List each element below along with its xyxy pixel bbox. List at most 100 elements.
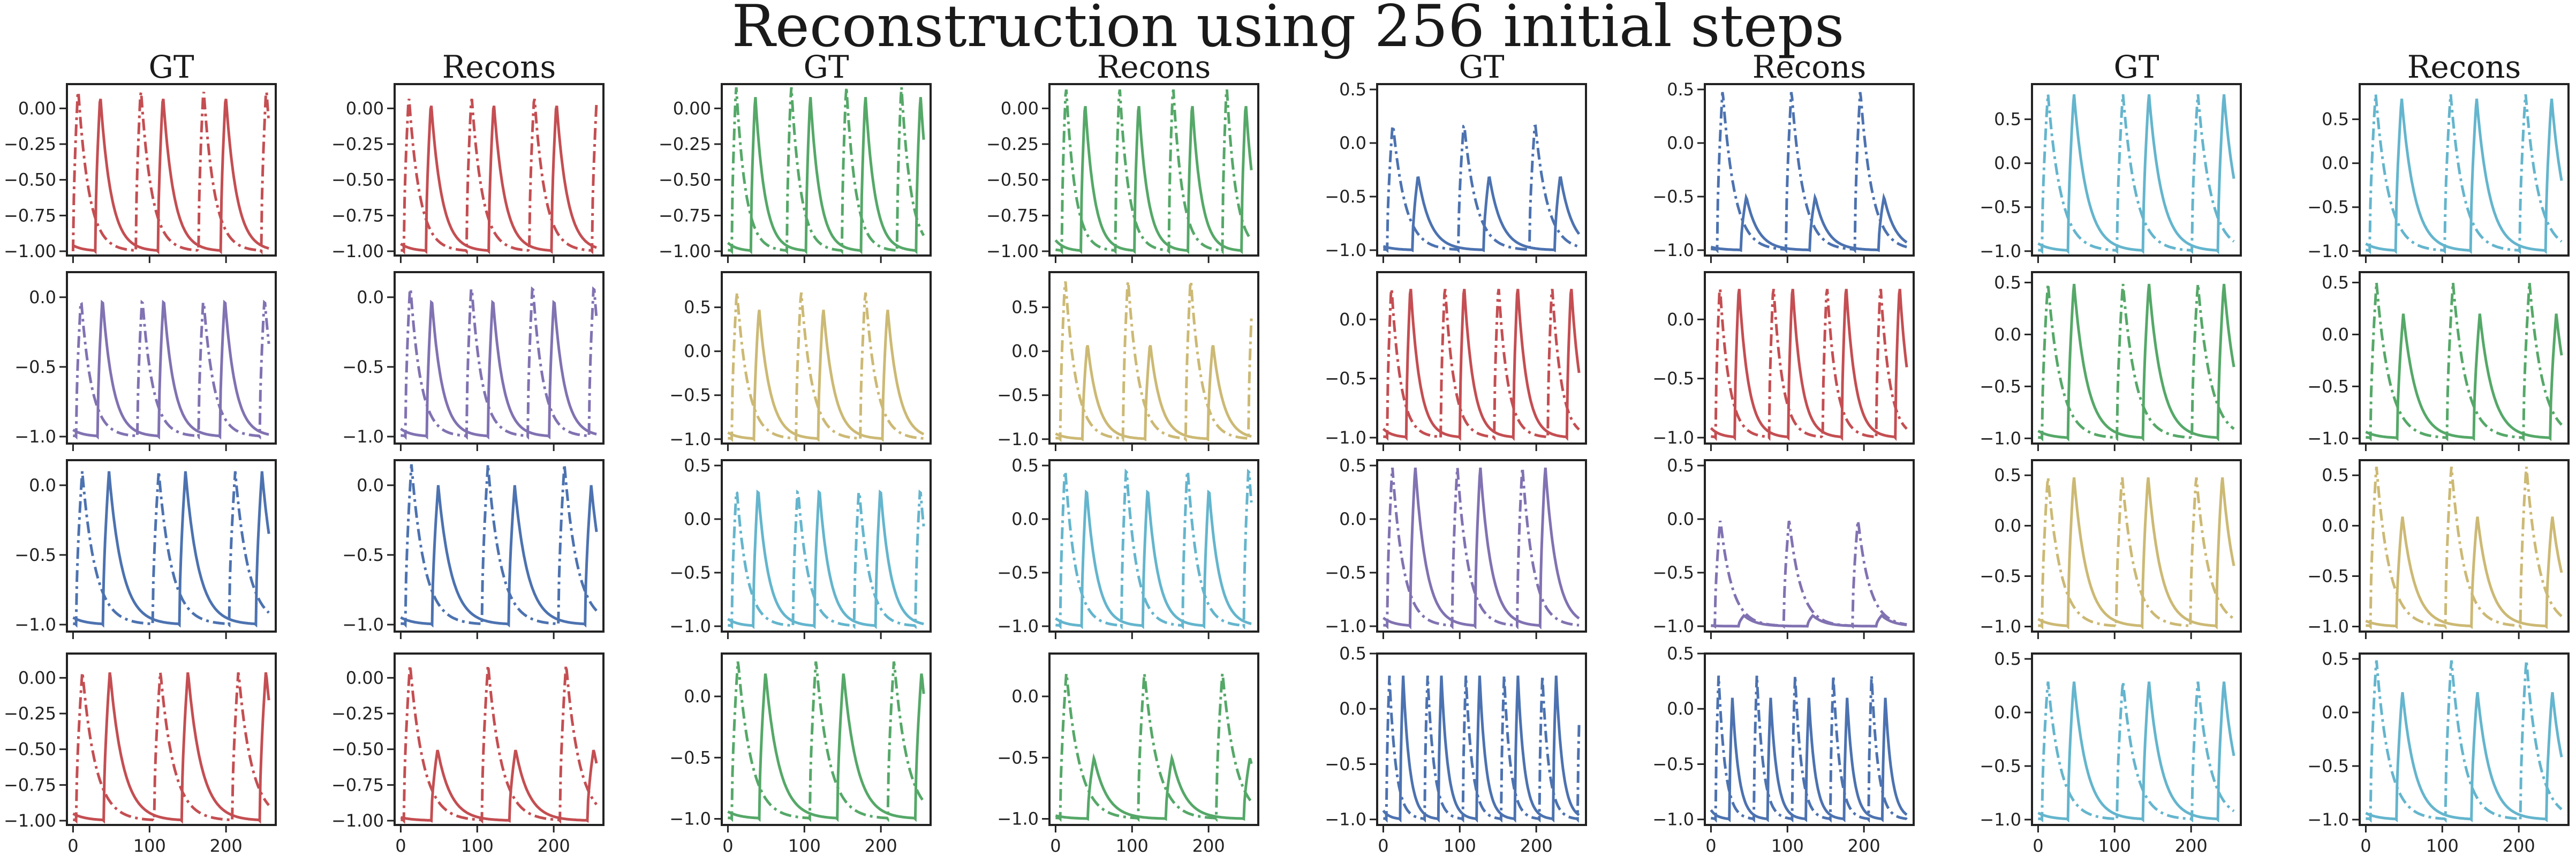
- y-tick-label: −1.0: [1325, 240, 1366, 260]
- subplot-r2-c0: 0.0 −0.5 −1.0: [14, 459, 277, 639]
- series-line-solid: [2365, 692, 2563, 823]
- y-tick-label: −0.50: [331, 739, 384, 760]
- y-tick-label: −1.0: [1652, 809, 1694, 830]
- subplot-r0-c6: 0.5 0.0 −0.5 −1.0 GT: [1980, 49, 2242, 263]
- subplot-title: GT: [803, 49, 849, 85]
- y-tick-label: 0.5: [1994, 272, 2021, 292]
- y-tick-label: −1.0: [1325, 427, 1366, 448]
- y-tick-label: −0.25: [4, 703, 56, 724]
- y-tick-label: 0.5: [1339, 643, 1366, 664]
- y-tick-label: 0.5: [1994, 109, 2021, 130]
- y-tick-label: −0.25: [4, 134, 56, 154]
- subplot-r1-c3: 0.5 0.0 −0.5 −1.0: [997, 271, 1259, 451]
- series-line-dashdot: [2038, 681, 2235, 823]
- axes-frame: [1704, 271, 1915, 445]
- y-tick-label: 0.5: [1667, 643, 1694, 664]
- x-tick-label: 0: [2360, 836, 2371, 856]
- y-tick-label: 0.00: [18, 98, 56, 118]
- subplot-r3-c5: 0.5 0.0 −0.5 −1.0 0 100 200: [1652, 643, 1915, 856]
- x-tick-label: 200: [210, 836, 243, 856]
- subplot-r3-c4: 0.5 0.0 −0.5 −1.0 0 100 200: [1325, 643, 1587, 856]
- y-tick-label: 0.0: [1339, 509, 1366, 529]
- subplot-r2-c7: 0.5 0.0 −0.5 −1.0: [2307, 459, 2570, 639]
- subplot-r2-c6: 0.5 0.0 −0.5 −1.0: [1980, 459, 2242, 639]
- x-tick-label: 100: [2098, 836, 2131, 856]
- series-line-solid: [400, 485, 598, 628]
- y-tick-label: 0.0: [1994, 515, 2021, 536]
- y-tick-label: −1.0: [669, 429, 711, 449]
- x-tick-label: 200: [865, 836, 897, 856]
- series-line-dashdot: [1055, 468, 1253, 630]
- axes-frame: [1048, 271, 1259, 445]
- series-line-dashdot: [401, 99, 598, 255]
- y-tick-label: −1.0: [342, 426, 384, 447]
- y-tick-label: 0.5: [684, 455, 711, 476]
- y-tick-label: −1.0: [14, 426, 56, 447]
- y-tick-label: 0.5: [1011, 297, 1039, 318]
- series-line-dashdot: [1055, 89, 1253, 255]
- series-line-solid: [72, 99, 269, 255]
- y-tick-label: −0.50: [659, 170, 711, 190]
- axes-frame: [721, 652, 932, 826]
- y-tick-label: 0.0: [357, 287, 384, 307]
- y-tick-label: 0.5: [1339, 79, 1366, 100]
- series-line-solid: [72, 672, 270, 824]
- y-tick-label: −0.50: [4, 170, 56, 190]
- series-line-dashdot: [2038, 283, 2235, 442]
- subplot-r0-c4: 0.5 0.0 −0.5 −1.0 GT: [1325, 49, 1587, 263]
- subplot-r3-c2: 0.0 −0.5 −1.0 0 100 200: [669, 652, 932, 856]
- y-tick-label: −1.00: [986, 241, 1039, 261]
- y-tick-label: 0.0: [1011, 686, 1039, 707]
- y-tick-label: −0.75: [331, 775, 384, 795]
- x-tick-label: 200: [538, 836, 570, 856]
- series-line-dashdot: [728, 87, 925, 255]
- y-tick-label: −0.50: [986, 170, 1039, 190]
- y-tick-label: 0.0: [684, 341, 711, 362]
- subplot-r0-c2: 0.00 −0.25 −0.50 −0.75 −1.00 GT: [659, 49, 932, 263]
- x-tick-label: 100: [1116, 836, 1149, 856]
- x-tick-label: 100: [1771, 836, 1804, 856]
- y-tick-label: 0.5: [2322, 649, 2349, 669]
- series-line-dashdot: [73, 299, 270, 440]
- subplot-r2-c1: 0.0 −0.5 −1.0: [342, 459, 605, 639]
- y-tick-label: −1.0: [1980, 617, 2021, 637]
- y-tick-label: 0.00: [1001, 98, 1039, 118]
- y-tick-label: −0.25: [659, 134, 711, 154]
- x-tick-label: 100: [1444, 836, 1476, 856]
- axes-frame: [66, 83, 277, 257]
- y-tick-label: −0.75: [659, 205, 711, 226]
- subplot-r1-c5: 0.0 −0.5 −1.0: [1652, 271, 1915, 451]
- y-tick-label: −1.0: [342, 614, 384, 635]
- series-line-solid: [400, 749, 598, 823]
- y-tick-label: 0.00: [346, 98, 384, 118]
- series-line-solid: [1382, 289, 1581, 441]
- y-tick-label: 0.00: [18, 667, 56, 688]
- series-line-solid: [1382, 676, 1580, 823]
- series-line-dashdot: [73, 471, 270, 628]
- subplot-r1-c4: 0.0 −0.5 −1.0: [1325, 271, 1587, 451]
- series-line-dashdot: [1711, 289, 1908, 441]
- x-tick-label: 0: [67, 836, 78, 856]
- subplot-r3-c7: 0.5 0.0 −0.5 −1.0 0 100 200: [2307, 649, 2570, 856]
- x-tick-label: 200: [2175, 836, 2208, 856]
- y-tick-label: −1.0: [669, 616, 711, 636]
- axes-frame: [721, 83, 932, 257]
- y-tick-label: 0.0: [29, 287, 56, 307]
- y-tick-label: 0.0: [29, 475, 56, 496]
- axes-frame: [2031, 652, 2242, 826]
- series-line-solid: [2365, 99, 2563, 254]
- y-tick-label: −0.5: [2307, 756, 2349, 776]
- y-tick-label: 0.0: [684, 509, 711, 529]
- y-tick-label: −1.0: [14, 614, 56, 635]
- y-tick-label: −0.5: [2307, 376, 2349, 396]
- y-tick-label: −1.0: [1980, 241, 2021, 261]
- x-tick-label: 0: [395, 836, 406, 856]
- series-line-dashdot: [728, 292, 924, 442]
- series-line-dashdot: [1055, 281, 1253, 443]
- y-tick-label: −0.5: [2307, 197, 2349, 217]
- y-tick-label: −1.0: [1980, 428, 2021, 448]
- axes-frame: [1048, 459, 1259, 633]
- series-line-solid: [72, 471, 270, 628]
- series-line-solid: [727, 310, 925, 442]
- y-tick-label: −0.5: [997, 385, 1039, 406]
